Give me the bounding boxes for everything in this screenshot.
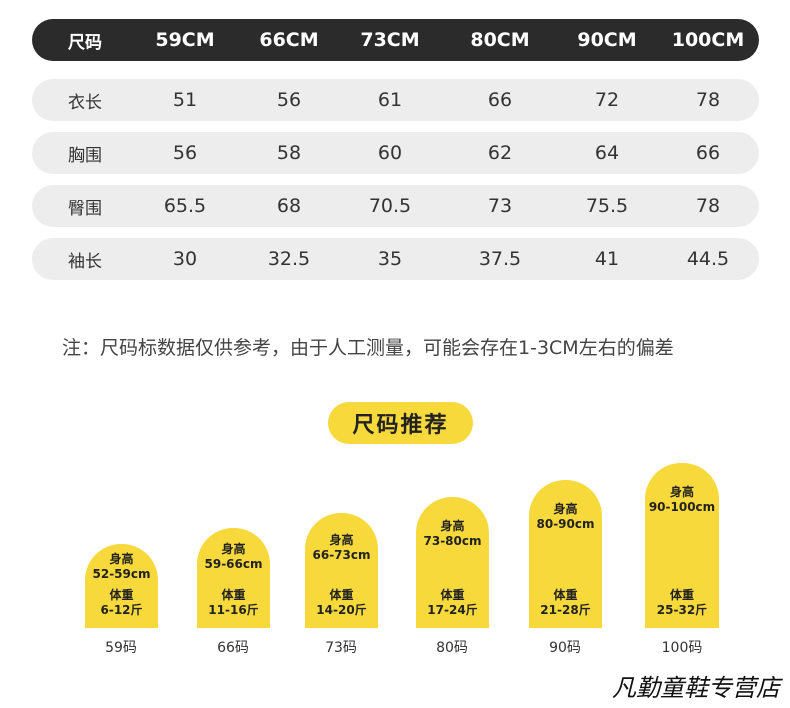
table-cell: 44.5 <box>686 248 730 270</box>
table-cell: 72 <box>594 89 620 111</box>
measurement-note: 注：尺码标数据仅供参考，由于人工测量，可能会存在1-3CM左右的偏差 <box>62 337 674 359</box>
size-label: 59码 <box>105 640 137 656</box>
weight-label: 体重 <box>553 588 578 602</box>
height-label: 身高 <box>440 519 465 533</box>
row-label: 胸围 <box>68 145 102 166</box>
store-brand: 凡勤童鞋专营店 <box>612 674 780 702</box>
row-label: 袖长 <box>68 251 102 272</box>
table-cell: 37.5 <box>478 248 522 270</box>
size-table-header: 尺码 59CM 66CM 73CM 80CM 90CM 100CM <box>32 19 759 61</box>
size-label: 90码 <box>549 640 581 656</box>
weight-range: 11-16斤 <box>208 603 259 617</box>
table-cell: 70.5 <box>368 195 412 217</box>
weight-label: 体重 <box>669 588 694 602</box>
header-col: 66CM <box>259 29 319 51</box>
height-label: 身高 <box>109 552 134 566</box>
row-label: 衣长 <box>68 92 102 113</box>
weight-range: 17-24斤 <box>427 603 478 617</box>
header-col: 73CM <box>360 29 420 51</box>
size-pill: 身高 66-73cm 体重 14-20斤 <box>305 513 378 628</box>
table-cell: 56 <box>276 89 302 111</box>
height-label: 身高 <box>221 542 246 556</box>
weight-range: 6-12斤 <box>100 603 143 617</box>
height-range: 66-73cm <box>312 548 371 562</box>
table-row: 臀围 65.5 68 70.5 73 75.5 78 <box>32 185 759 227</box>
weight-label: 体重 <box>221 588 246 602</box>
height-label: 身高 <box>553 502 578 516</box>
table-row: 衣长 51 56 61 66 72 78 <box>32 79 759 121</box>
height-range: 90-100cm <box>648 500 716 514</box>
table-cell: 35 <box>377 248 403 270</box>
table-cell: 78 <box>695 89 721 111</box>
weight-range: 14-20斤 <box>316 603 367 617</box>
table-cell: 41 <box>594 248 620 270</box>
height-range: 59-66cm <box>204 557 263 571</box>
size-label: 100码 <box>661 640 703 656</box>
table-cell: 61 <box>377 89 403 111</box>
table-cell: 64 <box>594 142 620 164</box>
table-row: 胸围 56 58 60 62 64 66 <box>32 132 759 174</box>
table-cell: 51 <box>172 89 198 111</box>
size-pill: 身高 52-59cm 体重 6-12斤 <box>85 544 158 628</box>
table-cell: 56 <box>172 142 198 164</box>
table-cell: 75.5 <box>585 195 629 217</box>
header-label: 尺码 <box>68 32 102 53</box>
header-col: 90CM <box>577 29 637 51</box>
table-cell: 78 <box>695 195 721 217</box>
height-range: 73-80cm <box>423 534 482 548</box>
size-pill: 身高 59-66cm 体重 11-16斤 <box>197 528 270 628</box>
table-cell: 60 <box>377 142 403 164</box>
table-cell: 32.5 <box>267 248 311 270</box>
size-label: 66码 <box>217 640 249 656</box>
table-cell: 62 <box>487 142 513 164</box>
weight-label: 体重 <box>109 588 134 602</box>
size-label: 73码 <box>325 640 357 656</box>
size-label: 80码 <box>436 640 468 656</box>
size-pill: 身高 73-80cm 体重 17-24斤 <box>416 497 489 628</box>
recommend-title: 尺码推荐 <box>328 402 473 444</box>
weight-range: 21-28斤 <box>540 603 591 617</box>
size-pill: 身高 90-100cm 体重 25-32斤 <box>645 463 719 628</box>
height-label: 身高 <box>669 485 694 499</box>
weight-label: 体重 <box>440 588 465 602</box>
table-cell: 66 <box>487 89 513 111</box>
table-cell: 58 <box>276 142 302 164</box>
table-cell: 68 <box>276 195 302 217</box>
size-pill: 身高 80-90cm 体重 21-28斤 <box>529 480 602 628</box>
height-label: 身高 <box>329 533 354 547</box>
height-range: 80-90cm <box>536 517 595 531</box>
table-cell: 65.5 <box>163 195 207 217</box>
header-col: 59CM <box>155 29 215 51</box>
header-col: 80CM <box>470 29 530 51</box>
table-cell: 30 <box>172 248 198 270</box>
weight-range: 25-32斤 <box>656 603 708 617</box>
table-cell: 73 <box>487 195 513 217</box>
row-label: 臀围 <box>68 198 102 219</box>
table-row: 袖长 30 32.5 35 37.5 41 44.5 <box>32 238 759 280</box>
weight-label: 体重 <box>329 588 354 602</box>
header-col: 100CM <box>671 29 745 51</box>
table-cell: 66 <box>695 142 721 164</box>
height-range: 52-59cm <box>92 567 151 581</box>
